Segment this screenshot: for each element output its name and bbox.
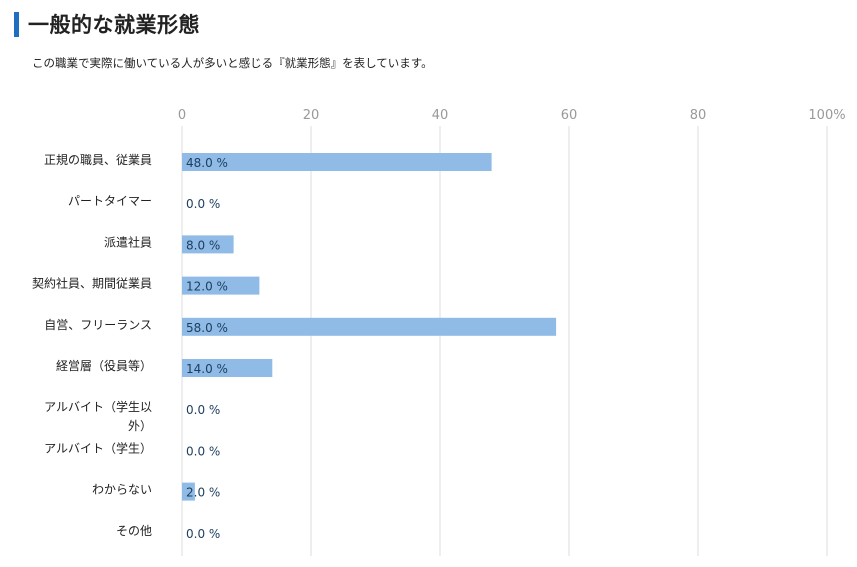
title-accent-bar — [14, 12, 19, 37]
bar-value-label: 48.0 % — [186, 156, 228, 170]
x-tick-label: 0 — [178, 108, 186, 123]
category-label: 経営層（役員等） — [56, 358, 152, 373]
bar — [182, 276, 260, 295]
chart-description: この職業で実際に働いている人が多いと感じる『就業形態』を表しています。 — [32, 56, 433, 70]
bar — [182, 317, 557, 336]
bar-value-label: 14.0 % — [186, 362, 228, 376]
category-label: 契約社員、期間従業員 — [32, 276, 152, 291]
category-label: わからない — [92, 483, 152, 497]
bar — [182, 359, 273, 377]
x-tick-label: 100% — [808, 108, 845, 123]
category-label: その他 — [116, 524, 152, 538]
bar-value-label: 0.0 % — [186, 444, 220, 458]
x-tick-label: 80 — [690, 108, 707, 123]
bar-value-label: 0.0 % — [186, 403, 220, 417]
bar-value-label: 12.0 % — [186, 280, 228, 294]
page-title: 一般的な就業形態 — [28, 13, 200, 37]
x-tick-label: 40 — [432, 108, 449, 123]
category-label: アルバイト（学生以 — [44, 399, 152, 414]
bar-value-label: 58.0 % — [186, 321, 228, 335]
category-label: 派遣社員 — [104, 234, 152, 249]
bar-value-label: 2.0 % — [186, 486, 220, 500]
x-tick-label: 60 — [561, 108, 578, 123]
category-label: パートタイマー — [68, 194, 152, 208]
x-tick-label: 20 — [303, 108, 320, 123]
category-label: 正規の職員、従業員 — [44, 152, 152, 167]
bar — [182, 153, 492, 171]
bar — [182, 235, 234, 254]
category-label: 自営、フリーランス — [44, 318, 152, 332]
category-label: 外） — [128, 419, 152, 433]
bar-value-label: 0.0 % — [186, 197, 220, 211]
bar — [182, 482, 195, 501]
bar-value-label: 0.0 % — [186, 527, 220, 541]
bar-value-label: 8.0 % — [186, 238, 220, 252]
category-label: アルバイト（学生） — [44, 440, 152, 455]
